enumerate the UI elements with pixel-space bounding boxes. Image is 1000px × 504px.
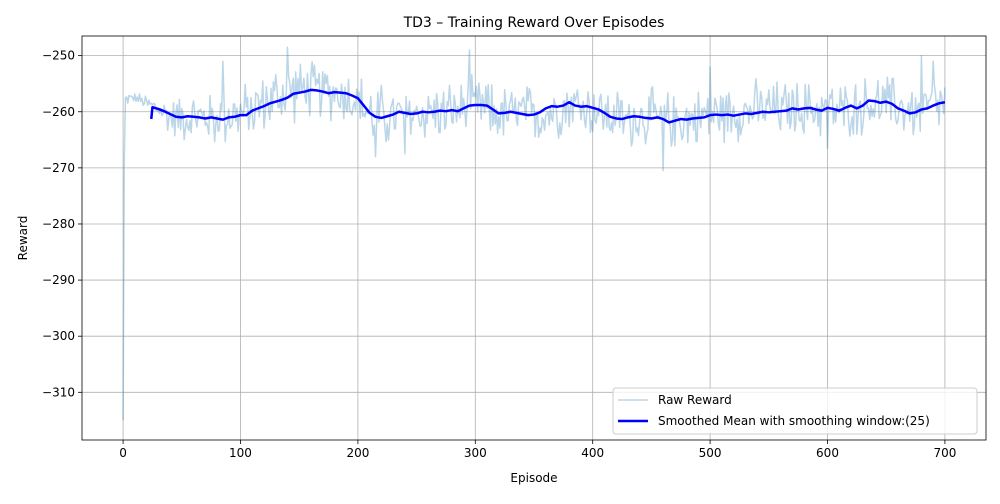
x-tick-label: 600 [816,446,839,460]
x-tick-label: 400 [581,446,604,460]
x-axis-ticks: 0 100 200 300 400 500 600 700 [119,440,956,460]
y-tick-label: −290 [42,273,75,287]
legend-label-raw-reward: Raw Reward [658,393,732,407]
y-tick-label: −310 [42,385,75,399]
x-tick-label: 700 [933,446,956,460]
chart-title: TD3 – Training Reward Over Episodes [403,15,665,31]
y-tick-label: −300 [42,329,75,343]
series-layer [122,46,946,421]
series-line-smoothed-mean [150,88,946,124]
x-tick-label: 0 [119,446,127,460]
y-tick-label: −260 [42,105,75,119]
y-tick-label: −250 [42,49,75,63]
y-tick-label: −270 [42,161,75,175]
y-axis-ticks: −250 −260 −270 −280 −290 −300 −310 [42,49,82,399]
x-axis-label: Episode [510,471,557,485]
y-axis-label: Reward [16,216,30,261]
x-tick-label: 100 [229,446,252,460]
legend-box [612,387,978,435]
y-tick-label: −280 [42,217,75,231]
legend: Raw Reward Smoothed Mean with smoothing … [612,387,978,435]
x-tick-label: 300 [464,446,487,460]
plot-frame [81,35,987,441]
x-tick-label: 500 [699,446,722,460]
x-tick-label: 200 [346,446,369,460]
legend-label-smoothed-mean: Smoothed Mean with smoothing window:(25) [658,414,930,428]
